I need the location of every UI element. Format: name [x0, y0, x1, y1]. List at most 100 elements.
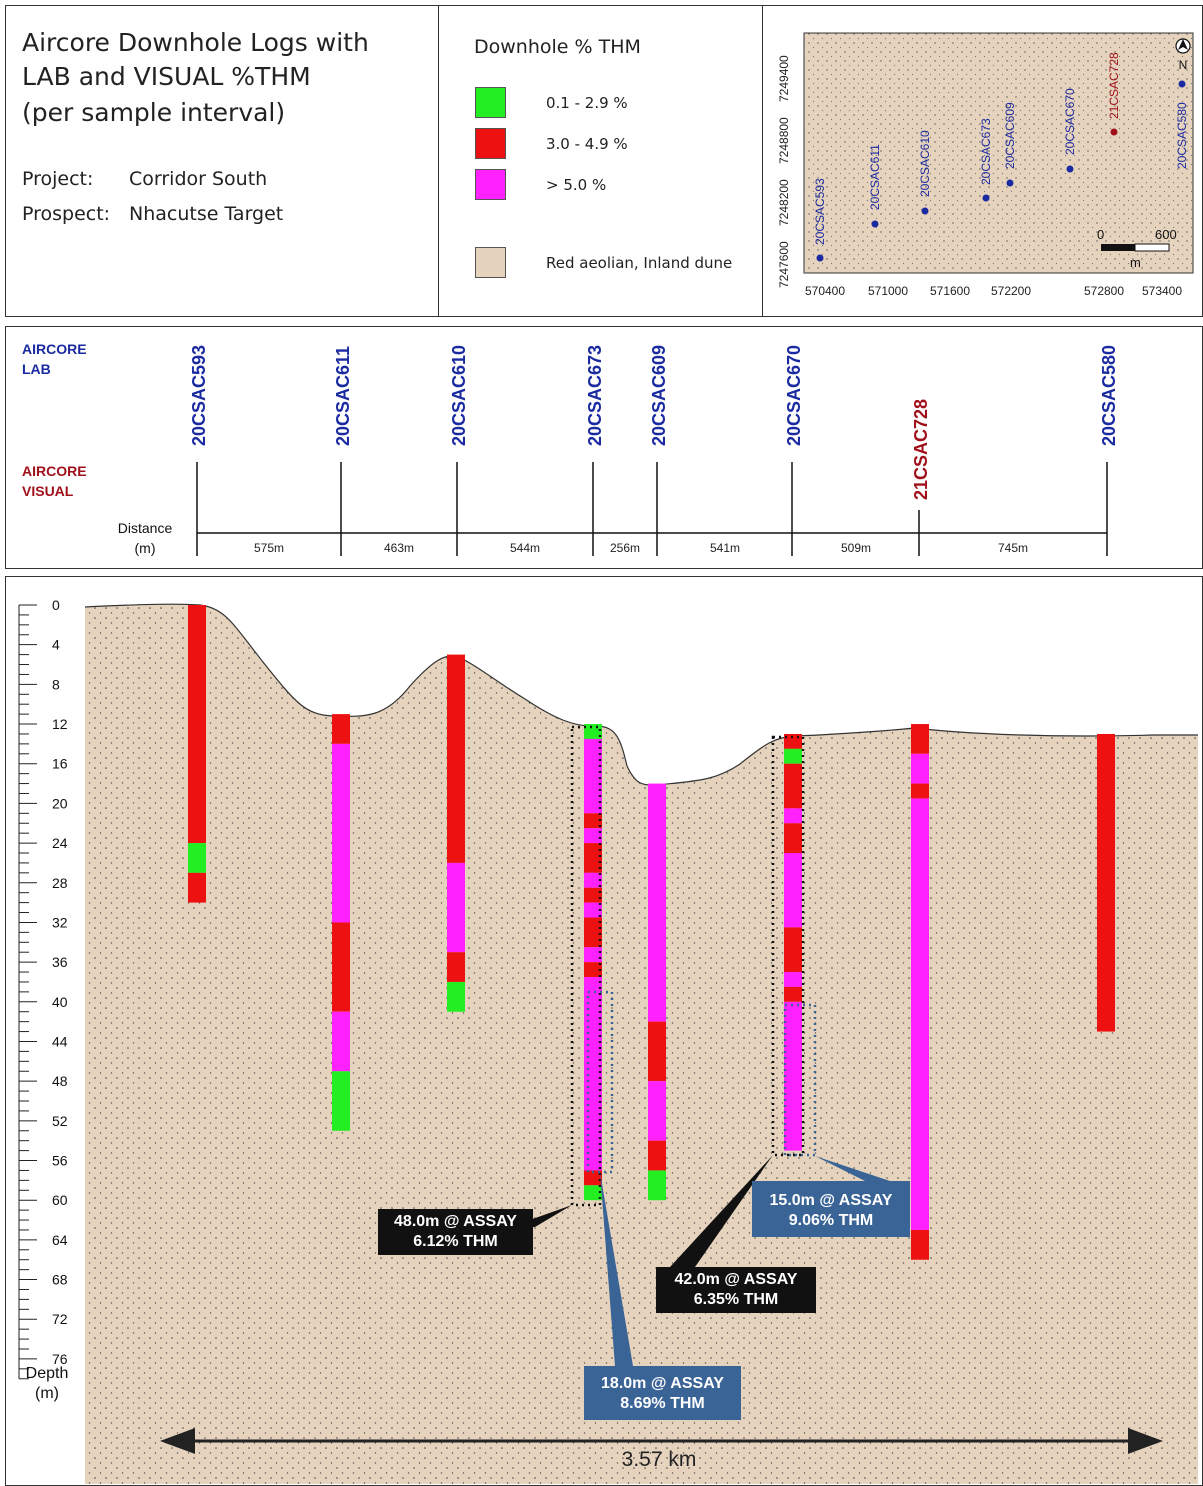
index-hole-label: 21CSAC728	[911, 399, 931, 500]
depth-tick-label: 68	[52, 1272, 68, 1288]
depth-tick-label: 32	[52, 914, 68, 930]
hole-interval-red	[911, 1229, 929, 1260]
assay-box-670-42m	[771, 735, 805, 1157]
map-y-tick: 7247600	[777, 241, 791, 288]
index-hole-label: 20CSAC610	[449, 345, 469, 446]
aircore-lab-label: LAB	[22, 361, 51, 377]
distance-value: 541m	[710, 541, 740, 555]
depth-tick-label: 60	[52, 1192, 68, 1208]
callout-line: 48.0m @ ASSAY	[394, 1213, 517, 1230]
map-hole-label: 20CSAC673	[979, 118, 993, 185]
hole-interval-red	[584, 887, 602, 903]
callout-line: 6.35% THM	[693, 1291, 779, 1308]
index-hole-label: 20CSAC580	[1099, 345, 1119, 446]
assay-callout-670-42m: 42.0m @ ASSAY 6.35% THM	[656, 1267, 816, 1313]
depth-label: (m)	[35, 1385, 59, 1402]
depth-tick-label: 0	[52, 597, 60, 613]
map-hole-marker	[1178, 80, 1186, 88]
depth-tick-label: 16	[52, 756, 68, 772]
hole-interval-magenta	[584, 902, 602, 918]
hole-interval-magenta	[784, 1001, 802, 1151]
depth-tick-label: 64	[52, 1232, 68, 1248]
hole-interval-magenta	[784, 853, 802, 928]
depth-tick-label: 4	[52, 637, 60, 653]
map-hole-marker	[1006, 179, 1014, 187]
map-hole-marker	[921, 207, 929, 215]
hole-interval-green	[648, 1170, 666, 1201]
map-hole-label: 21CSAC728	[1107, 52, 1121, 119]
hole-interval-green	[332, 1071, 350, 1131]
map-y-ticks: 7249400 7248800 7248200 7247600	[777, 55, 791, 288]
hole-interval-red	[784, 763, 802, 809]
callout-line: 42.0m @ ASSAY	[674, 1271, 798, 1288]
map-hole-label: 20CSAC670	[1063, 88, 1077, 155]
depth-tick-label: 24	[52, 835, 68, 851]
hole-interval-green	[447, 981, 465, 1012]
map-hole-label: 20CSAC610	[918, 130, 932, 197]
hole-interval-red	[1097, 733, 1115, 1032]
dune-terrain	[84, 603, 1198, 1484]
hole-interval-red	[584, 962, 602, 977]
map-hole-label: 20CSAC611	[868, 144, 882, 210]
legend-swatch-green	[475, 87, 506, 118]
map-x-tick: 571000	[868, 284, 908, 298]
hole-interval-green	[784, 748, 802, 764]
assay-callout-670-15m: 15.0m @ ASSAY 9.06% THM	[752, 1181, 910, 1237]
total-length-arrow	[160, 1428, 1163, 1454]
map-hole-marker	[1066, 165, 1074, 173]
hole-interval-green	[584, 1185, 602, 1201]
hole-interval-red	[648, 1140, 666, 1171]
title-line-1: Aircore Downhole Logs with	[22, 28, 369, 57]
depth-tick-label: 12	[52, 716, 68, 732]
hole-interval-red	[332, 714, 350, 744]
north-arrow-icon: N	[1175, 38, 1191, 72]
hole-interval-magenta	[332, 1011, 350, 1072]
legend-swatch-dune	[475, 247, 506, 278]
hole-interval-red	[188, 872, 206, 903]
hole-interval-red	[584, 1170, 602, 1186]
depth-tick-label: 56	[52, 1153, 68, 1169]
hole-interval-red	[447, 952, 465, 982]
callout-line: 18.0m @ ASSAY	[601, 1375, 724, 1392]
aircore-lab-label: AIRCORE	[22, 341, 87, 357]
hole-interval-red	[447, 654, 465, 863]
legend-label-green: 0.1 - 2.9 %	[546, 94, 628, 112]
map-holes: 20CSAC593 20CSAC611 20CSAC610 20CSAC673 …	[813, 52, 1189, 262]
hole-interval-magenta	[911, 798, 929, 1230]
hole-interval-magenta	[784, 808, 802, 824]
index-hole-label: 20CSAC673	[585, 345, 605, 446]
legend-label-dune: Red aeolian, Inland dune	[546, 254, 733, 272]
depth-tick-label: 76	[52, 1351, 68, 1367]
callout-line: 8.69% THM	[620, 1395, 705, 1412]
scale-unit: m	[1130, 255, 1141, 270]
depth-tick-label: 36	[52, 954, 68, 970]
legend-label-red: 3.0 - 4.9 %	[546, 135, 628, 153]
map-hole-marker	[1110, 128, 1118, 136]
distance-value: 575m	[254, 541, 284, 555]
map-y-tick: 7249400	[777, 55, 791, 102]
hole-interval-magenta	[332, 743, 350, 923]
map-x-tick: 573400	[1142, 284, 1182, 298]
distance-value: 745m	[998, 541, 1028, 555]
depth-tick-label: 8	[52, 676, 60, 692]
hole-interval-red	[784, 823, 802, 853]
hole-interval-red	[584, 813, 602, 829]
aircore-visual-label: VISUAL	[22, 483, 74, 499]
map-y-tick: 7248800	[777, 117, 791, 164]
section-index-panel	[5, 326, 1203, 569]
depth-tick-label: 44	[52, 1033, 68, 1049]
map-scale-bar: 0 600 m	[1097, 227, 1177, 270]
distance-value: 509m	[841, 541, 871, 555]
distance-label: (m)	[135, 540, 156, 556]
assay-callout-673-48m: 48.0m @ ASSAY 6.12% THM	[378, 1209, 533, 1255]
map-x-tick: 572800	[1084, 284, 1124, 298]
prospect-label: Prospect:	[22, 203, 111, 225]
drill-holes	[188, 605, 1115, 1260]
index-hole-label: 20CSAC593	[189, 345, 209, 446]
hole-interval-magenta	[584, 947, 602, 963]
distance-value: 463m	[384, 541, 414, 555]
hole-interval-red	[332, 922, 350, 1012]
project-value: Corridor South	[129, 168, 268, 190]
prospect-value: Nhacutse Target	[129, 203, 284, 225]
